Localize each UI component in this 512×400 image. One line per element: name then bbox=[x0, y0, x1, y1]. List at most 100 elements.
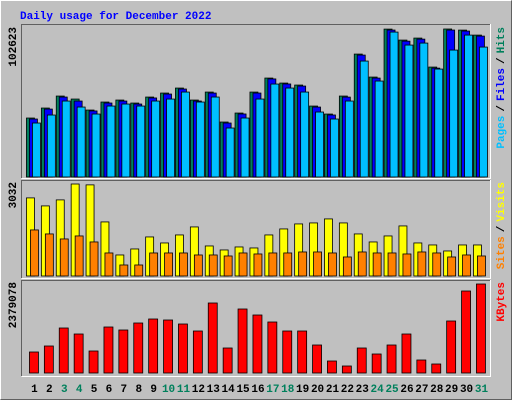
x-tick-label: 28 bbox=[430, 384, 444, 396]
bar bbox=[118, 329, 129, 374]
bar bbox=[181, 91, 190, 178]
bar bbox=[136, 105, 146, 178]
bar bbox=[121, 103, 131, 178]
bar bbox=[193, 254, 203, 277]
bar bbox=[298, 251, 308, 277]
x-tick-label: 11 bbox=[177, 384, 191, 396]
x-tick-label: 26 bbox=[400, 384, 413, 396]
bar bbox=[44, 233, 54, 277]
x-tick-label: 24 bbox=[371, 384, 385, 396]
x-tick-label: 17 bbox=[266, 384, 279, 396]
bar bbox=[285, 87, 295, 178]
bar bbox=[73, 333, 84, 374]
bar bbox=[61, 100, 71, 178]
bar bbox=[342, 256, 352, 277]
bar bbox=[223, 255, 233, 277]
legend: Sites / Visits bbox=[496, 182, 508, 269]
x-tick-label: 15 bbox=[236, 384, 250, 396]
bar bbox=[374, 80, 384, 178]
bar bbox=[402, 253, 412, 277]
bar bbox=[32, 122, 41, 178]
legend: Pages / Files / Hits bbox=[496, 27, 508, 149]
x-tick-label: 6 bbox=[106, 384, 113, 396]
y-tick-label: 3032 bbox=[8, 182, 20, 208]
bar bbox=[419, 42, 429, 178]
bar bbox=[103, 326, 114, 374]
bar bbox=[344, 100, 354, 178]
bar bbox=[30, 229, 39, 277]
x-tick-label: 10 bbox=[162, 384, 175, 396]
bar bbox=[359, 60, 369, 178]
bar bbox=[312, 344, 322, 374]
y-tick-label: 2379078 bbox=[8, 282, 20, 329]
x-tick-label: 31 bbox=[475, 384, 489, 396]
bar bbox=[386, 344, 397, 374]
bar bbox=[210, 96, 220, 178]
bar bbox=[432, 252, 442, 277]
bar bbox=[59, 238, 69, 277]
bar bbox=[91, 113, 101, 178]
bar bbox=[479, 46, 488, 178]
legend-separator: / bbox=[496, 57, 508, 64]
x-tick-label: 12 bbox=[192, 384, 205, 396]
bar bbox=[283, 252, 293, 277]
panel-edge-dark bbox=[21, 180, 491, 278]
bar bbox=[208, 254, 218, 277]
x-tick-label: 18 bbox=[281, 384, 295, 396]
bar bbox=[341, 365, 352, 374]
bar bbox=[29, 351, 39, 374]
x-tick-label: 8 bbox=[135, 384, 142, 396]
bar bbox=[225, 127, 235, 178]
bar bbox=[164, 252, 173, 277]
bar bbox=[207, 302, 218, 374]
x-tick-label: 19 bbox=[296, 384, 309, 396]
bar bbox=[149, 252, 159, 277]
chart-title: Daily usage for December 2022 bbox=[20, 11, 211, 23]
bar bbox=[371, 353, 382, 374]
x-tick-label: 1 bbox=[31, 384, 38, 396]
bar bbox=[119, 264, 129, 277]
bar bbox=[268, 252, 278, 277]
x-tick-label: 30 bbox=[460, 384, 473, 396]
legend-entry: Hits bbox=[496, 27, 508, 53]
bar bbox=[401, 333, 412, 374]
bar bbox=[300, 91, 310, 178]
bar bbox=[446, 320, 457, 374]
bar bbox=[404, 44, 414, 178]
x-tick-label: 9 bbox=[150, 384, 157, 396]
x-tick-label: 4 bbox=[76, 384, 83, 396]
bar bbox=[447, 256, 457, 277]
bar bbox=[328, 252, 337, 277]
bar bbox=[179, 252, 188, 277]
bar bbox=[267, 321, 278, 374]
bar bbox=[163, 319, 173, 374]
bar bbox=[372, 252, 382, 277]
bar bbox=[462, 254, 471, 277]
legend-separator: / bbox=[496, 105, 508, 112]
x-tick-label: 3 bbox=[61, 384, 68, 396]
bar bbox=[270, 83, 280, 178]
legend: KBytes bbox=[496, 282, 508, 322]
bar bbox=[252, 314, 263, 374]
bar bbox=[74, 235, 84, 277]
bar bbox=[253, 253, 263, 277]
x-tick-label: 22 bbox=[341, 384, 354, 396]
x-tick-label: 7 bbox=[121, 384, 128, 396]
x-tick-label: 16 bbox=[251, 384, 264, 396]
bar bbox=[238, 252, 248, 277]
bar bbox=[104, 252, 114, 277]
x-tick-label: 27 bbox=[415, 384, 428, 396]
bar bbox=[148, 318, 159, 374]
bar bbox=[417, 251, 427, 277]
bar bbox=[449, 49, 459, 178]
bar bbox=[237, 308, 248, 374]
bar bbox=[133, 322, 144, 374]
bar bbox=[282, 330, 293, 374]
x-tick-label: 2 bbox=[46, 384, 53, 396]
bar bbox=[192, 330, 203, 374]
x-tick-label: 20 bbox=[311, 384, 324, 396]
bar bbox=[461, 290, 471, 374]
x-tick-label: 14 bbox=[222, 384, 236, 396]
